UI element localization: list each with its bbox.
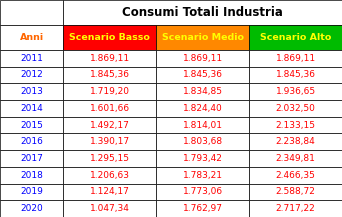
Bar (0, 150, 63, 167)
Text: 2015: 2015 (20, 121, 43, 130)
Text: 1.869,11: 1.869,11 (183, 54, 223, 63)
Text: Scenario Alto: Scenario Alto (260, 33, 331, 42)
Text: 1.762,97: 1.762,97 (183, 204, 223, 213)
Bar (0, 67, 63, 83)
Bar (156, 67, 249, 83)
Text: 1.814,01: 1.814,01 (183, 121, 223, 130)
Text: 1.936,65: 1.936,65 (276, 87, 316, 96)
Bar (0, 184, 63, 200)
Text: 1.783,21: 1.783,21 (183, 171, 223, 180)
Bar (249, 184, 342, 200)
Text: 2016: 2016 (20, 137, 43, 146)
Text: Anni: Anni (19, 33, 44, 42)
Bar (0, 25, 63, 50)
Text: 1.206,63: 1.206,63 (90, 171, 130, 180)
Bar (156, 167, 249, 184)
Text: 1.124,17: 1.124,17 (90, 187, 130, 196)
Bar (156, 133, 249, 150)
Text: 1.803,68: 1.803,68 (183, 137, 223, 146)
Text: 1.390,17: 1.390,17 (90, 137, 130, 146)
Text: 1.295,15: 1.295,15 (90, 154, 130, 163)
Text: Consumi Totali Industria: Consumi Totali Industria (122, 6, 283, 19)
Text: 2018: 2018 (20, 171, 43, 180)
Bar (156, 83, 249, 100)
Text: 1.492,17: 1.492,17 (90, 121, 130, 130)
Text: 1.047,34: 1.047,34 (90, 204, 130, 213)
Text: 2014: 2014 (20, 104, 43, 113)
Text: 1.601,66: 1.601,66 (90, 104, 130, 113)
Bar (156, 25, 249, 50)
Bar (156, 184, 249, 200)
Bar (249, 133, 342, 150)
Bar (249, 67, 342, 83)
Bar (63, 150, 156, 167)
Bar (0, 167, 63, 184)
Bar (63, 167, 156, 184)
Text: 2.133,15: 2.133,15 (276, 121, 316, 130)
Bar (63, 0, 342, 25)
Bar (0, 50, 63, 67)
Bar (63, 67, 156, 83)
Text: 2.238,84: 2.238,84 (276, 137, 316, 146)
Text: 1.824,40: 1.824,40 (183, 104, 223, 113)
Text: 2.717,22: 2.717,22 (276, 204, 316, 213)
Bar (63, 200, 156, 217)
Text: 2019: 2019 (20, 187, 43, 196)
Bar (63, 117, 156, 133)
Bar (249, 25, 342, 50)
Text: 2017: 2017 (20, 154, 43, 163)
Bar (156, 50, 249, 67)
Bar (63, 83, 156, 100)
Bar (0, 0, 63, 25)
Text: 1.773,06: 1.773,06 (183, 187, 223, 196)
Text: 2013: 2013 (20, 87, 43, 96)
Text: 2.032,50: 2.032,50 (276, 104, 316, 113)
Text: 1.845,36: 1.845,36 (183, 71, 223, 79)
Bar (0, 200, 63, 217)
Bar (156, 117, 249, 133)
Bar (249, 150, 342, 167)
Bar (63, 133, 156, 150)
Bar (0, 117, 63, 133)
Text: 1.869,11: 1.869,11 (90, 54, 130, 63)
Text: 1.845,36: 1.845,36 (90, 71, 130, 79)
Bar (156, 100, 249, 117)
Text: 2.349,81: 2.349,81 (276, 154, 316, 163)
Bar (63, 25, 156, 50)
Bar (63, 100, 156, 117)
Bar (249, 50, 342, 67)
Text: 2011: 2011 (20, 54, 43, 63)
Bar (0, 100, 63, 117)
Text: 1.719,20: 1.719,20 (90, 87, 130, 96)
Bar (249, 100, 342, 117)
Text: 2012: 2012 (20, 71, 43, 79)
Bar (249, 200, 342, 217)
Text: 2020: 2020 (20, 204, 43, 213)
Text: Scenario Basso: Scenario Basso (69, 33, 150, 42)
Bar (249, 167, 342, 184)
Text: 1.834,85: 1.834,85 (183, 87, 223, 96)
Text: 1.793,42: 1.793,42 (183, 154, 223, 163)
Text: 2.466,35: 2.466,35 (276, 171, 316, 180)
Bar (156, 150, 249, 167)
Text: 2.588,72: 2.588,72 (276, 187, 316, 196)
Bar (249, 117, 342, 133)
Bar (249, 83, 342, 100)
Bar (0, 133, 63, 150)
Bar (63, 50, 156, 67)
Bar (156, 200, 249, 217)
Text: Scenario Medio: Scenario Medio (162, 33, 244, 42)
Text: 1.845,36: 1.845,36 (276, 71, 316, 79)
Bar (0, 83, 63, 100)
Bar (63, 184, 156, 200)
Text: 1.869,11: 1.869,11 (276, 54, 316, 63)
